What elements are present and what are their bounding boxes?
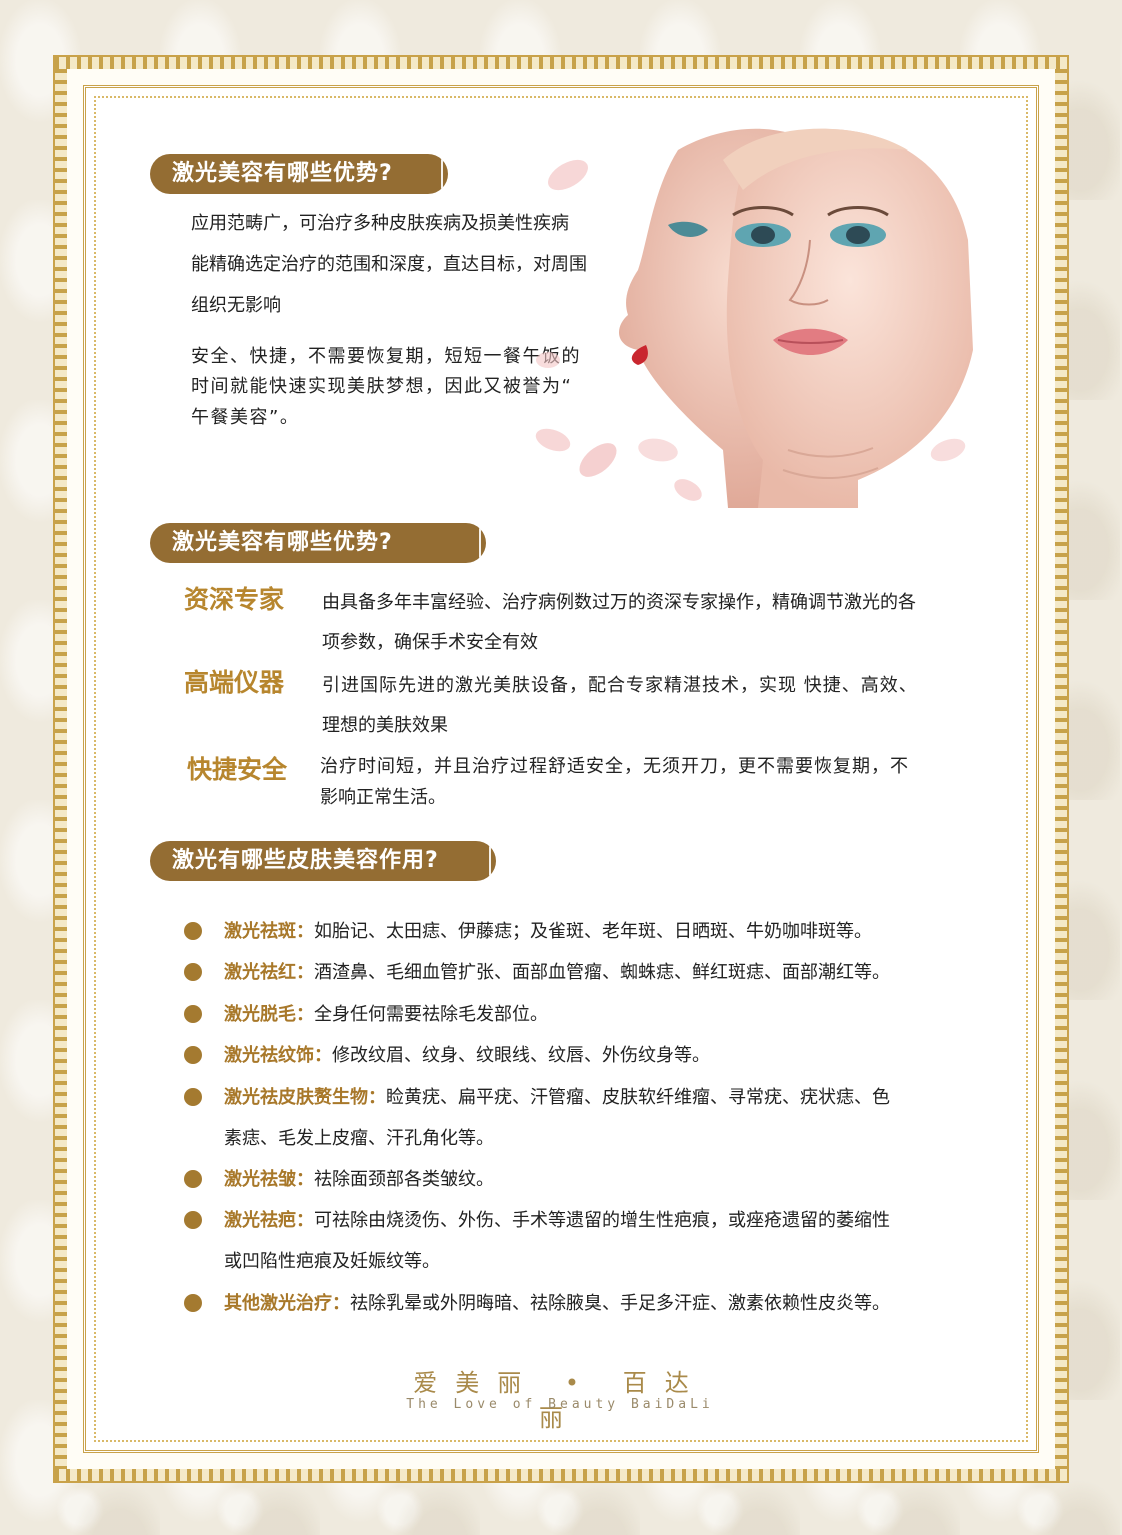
bullet-icon: [184, 1170, 202, 1188]
effect-text: 酒渣鼻、毛细血管扩张、面部血管瘤、蜘蛛痣、鲜红斑痣、面部潮红等。: [314, 962, 890, 983]
bullet-icon: [184, 963, 202, 981]
advantage-label-safety: 快捷安全: [187, 755, 288, 784]
advantage-label-equipment: 高端仪器: [184, 668, 285, 697]
effect-text: 修改纹眉、纹身、纹眼线、纹唇、外伤纹身等。: [332, 1045, 710, 1066]
advantage-label-expert: 资深专家: [184, 585, 285, 614]
section1-line-3: 组织无影响: [191, 295, 281, 316]
advantage-safety-line-1: 治疗时间短，并且治疗过程舒适安全，无须开刀，更不需要恢复期，不: [320, 756, 909, 777]
bullet-icon: [184, 1294, 202, 1312]
advantage-expert-line-1: 由具备多年丰富经验、治疗病例数过万的资深专家操作，精确调节激光的各: [322, 592, 916, 613]
effect-label: 激光祛斑：: [224, 921, 314, 942]
advantage-safety-line-2: 影响正常生活。: [320, 787, 446, 808]
bullet-icon: [184, 1005, 202, 1023]
effect-text: 如胎记、太田痣、伊藤痣；及雀斑、老年斑、日晒斑、牛奶咖啡斑等。: [314, 921, 872, 942]
effect-text-cont: 或凹陷性疤痕及妊娠纹等。: [224, 1251, 440, 1272]
effect-text: 全身任何需要祛除毛发部位。: [314, 1004, 548, 1025]
footer-brand-english: The Love of Beauty BaiDaLi: [406, 1397, 714, 1412]
effect-text: 可祛除由烧烫伤、外伤、手术等遗留的增生性疤痕，或痤疮遗留的萎缩性: [314, 1210, 890, 1231]
effect-label: 激光祛纹饰：: [224, 1045, 332, 1066]
section1-line-2: 能精确选定治疗的范围和深度，直达目标，对周围: [191, 254, 587, 275]
effect-label: 激光祛皱：: [224, 1169, 314, 1190]
bullet-icon: [184, 922, 202, 940]
section1-line-1: 应用范畴广，可治疗多种皮肤疾病及损美性疾病: [191, 213, 569, 234]
effect-text-cont: 素痣、毛发上皮瘤、汗孔角化等。: [224, 1128, 494, 1149]
advantage-equipment-line-2: 理想的美肤效果: [322, 715, 448, 736]
effect-text: 祛除面颈部各类皱纹。: [314, 1169, 494, 1190]
inner-dotted-border: [94, 96, 1028, 1442]
effect-text: 睑黄疣、扁平疣、汗管瘤、皮肤软纤维瘤、寻常疣、疣状痣、色: [386, 1087, 890, 1108]
effect-label: 激光祛疤：: [224, 1210, 314, 1231]
section1-line-4: 安全、快捷，不需要恢复期，短短一餐午饭的: [191, 346, 581, 367]
section3-title: 激光有哪些皮肤美容作用?: [150, 841, 496, 881]
effect-label: 激光祛红：: [224, 962, 314, 983]
bullet-icon: [184, 1211, 202, 1229]
effect-text: 祛除乳晕或外阴晦暗、祛除腋臭、手足多汗症、激素依赖性皮炎等。: [350, 1293, 890, 1314]
footer-brand-chinese: 爱美丽 • 百达丽: [413, 1369, 707, 1432]
effect-label: 其他激光治疗：: [224, 1293, 350, 1314]
section1-title: 激光美容有哪些优势?: [150, 154, 448, 194]
bullet-icon: [184, 1046, 202, 1064]
section2-title: 激光美容有哪些优势?: [150, 523, 486, 563]
bullet-icon: [184, 1088, 202, 1106]
advantage-equipment-line-1: 引进国际先进的激光美肤设备，配合专家精湛技术，实现 快捷、高效、: [322, 675, 918, 696]
advantage-expert-line-2: 项参数，确保手术安全有效: [322, 632, 538, 653]
effect-label: 激光祛皮肤赘生物：: [224, 1087, 386, 1108]
face-illustration: [535, 128, 973, 508]
section1-line-5: 时间就能快速实现美肤梦想，因此又被誉为“: [191, 376, 573, 397]
effect-label: 激光脱毛：: [224, 1004, 314, 1025]
section1-line-6: 午餐美容”。: [191, 407, 300, 428]
